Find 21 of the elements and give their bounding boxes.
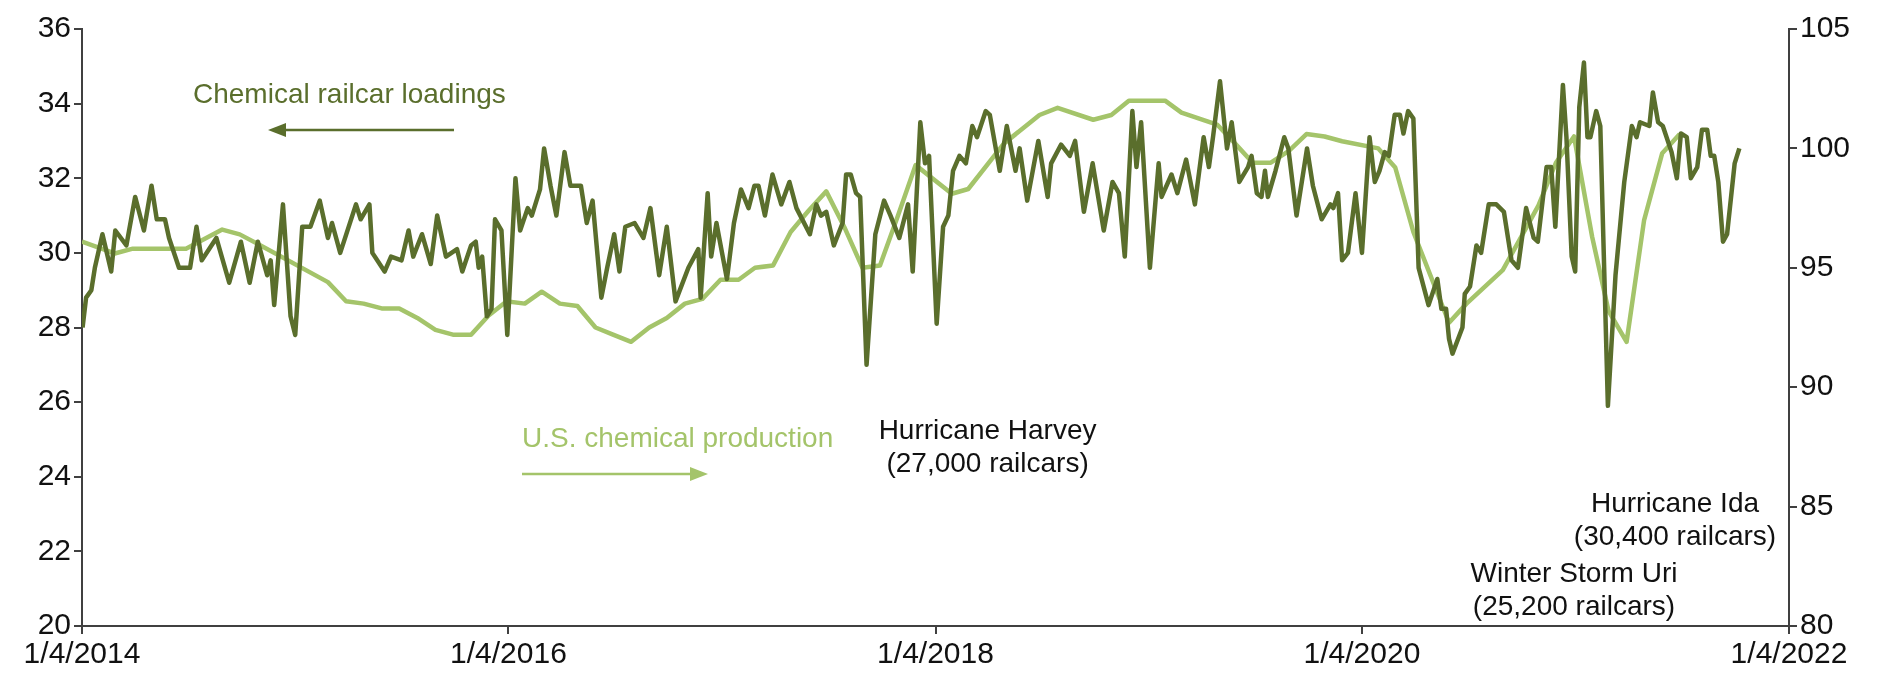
x-tick-label: 1/4/2018 — [877, 636, 994, 670]
y2-tick-label: 100 — [1800, 129, 1851, 163]
annotation: Hurricane Ida (30,400 railcars) — [1573, 486, 1777, 551]
y-tick-label: 22 — [37, 532, 71, 566]
annotation: Winter Storm Uri (25,200 railcars) — [1470, 556, 1678, 621]
y2-tick-label: 90 — [1800, 368, 1834, 402]
x-tick-label: 1/4/2016 — [450, 636, 567, 670]
y2-tick-label: 85 — [1800, 487, 1834, 521]
y2-tick-label: 105 — [1800, 10, 1851, 44]
y-tick-label: 32 — [37, 159, 71, 193]
y-tick-label: 36 — [37, 10, 71, 44]
y-tick-label: 28 — [37, 308, 71, 342]
x-tick-label: 1/4/2020 — [1303, 636, 1421, 670]
y-tick-label: 30 — [37, 234, 71, 268]
y2-tick-label: 95 — [1800, 249, 1834, 283]
y-tick-label: 24 — [37, 458, 71, 492]
text: U.S. chemical production — [522, 422, 834, 454]
annotation: Hurricane Harvey (27,000 railcars) — [878, 413, 1097, 478]
y-tick-label: 26 — [37, 383, 71, 417]
y-tick-label: 34 — [37, 84, 71, 118]
series-label: Chemical railcar loadings — [193, 78, 506, 110]
